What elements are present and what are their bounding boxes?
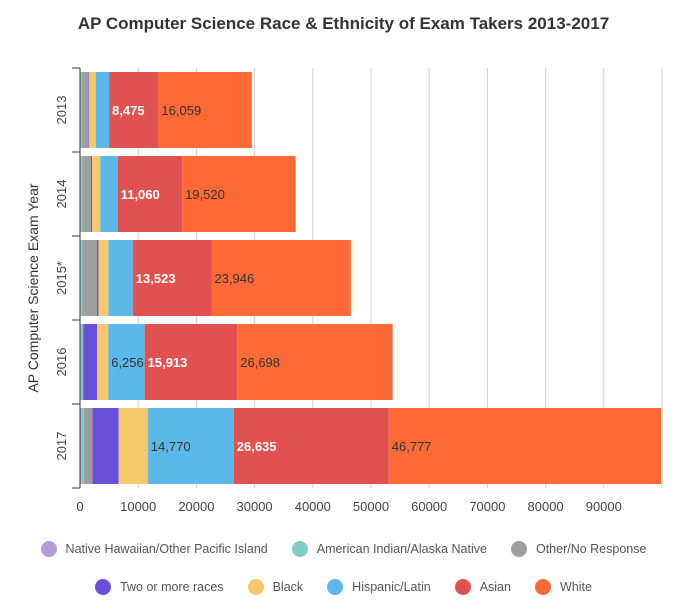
bar-american-indian-alaska-native-2017 bbox=[81, 408, 84, 484]
x-tick-label-90000: 90000 bbox=[586, 499, 622, 514]
value-labels: 8,475 16,059 11,060 19,520 13,523 23,946 6,256… bbox=[111, 103, 431, 454]
bar-american-indian-alaska-native-2014 bbox=[80, 156, 83, 232]
value-label-asian-2014: 11,060 bbox=[121, 187, 160, 202]
value-label-asian-2015: 13,523 bbox=[136, 271, 176, 286]
bar-two-or-more-races-2014 bbox=[90, 156, 93, 232]
legend-item-black: Black bbox=[247, 579, 304, 595]
chart-title: AP Computer Science Race & Ethnicity of … bbox=[77, 14, 610, 33]
y-category-label-2015: 2015* bbox=[54, 261, 69, 295]
bar-hispanic-latin-2013 bbox=[95, 72, 110, 148]
legend-label: Other/No Response bbox=[535, 542, 647, 556]
bar-other-no-response-2017 bbox=[83, 408, 93, 484]
legend-label: American Indian/Alaska Native bbox=[316, 542, 487, 556]
bar-hispanic-latin-2015 bbox=[108, 240, 133, 316]
bar-two-or-more-races-2016 bbox=[83, 324, 98, 400]
bar-black-2013 bbox=[88, 72, 96, 148]
bar-american-indian-alaska-native-2015 bbox=[80, 240, 83, 316]
value-label-white-2017: 46,777 bbox=[392, 439, 432, 454]
bar-two-or-more-races-2017 bbox=[92, 408, 119, 484]
legend-item-white: White bbox=[534, 579, 592, 595]
bar-black-2017 bbox=[118, 408, 148, 484]
bar-other-no-response-2013 bbox=[82, 72, 88, 148]
bar-white-2017 bbox=[388, 408, 662, 484]
bar-hispanic-latin-2014 bbox=[100, 156, 118, 232]
value-label-hispanic-latin-2017: 14,770 bbox=[151, 439, 191, 454]
bar-other-no-response-2014 bbox=[82, 156, 91, 232]
bar-white-2015 bbox=[211, 240, 351, 316]
legend-item-native-hawaiian-other-pacific-island: Native Hawaiian/Other Pacific Island bbox=[40, 541, 268, 557]
legend-label: White bbox=[559, 580, 592, 594]
value-label-white-2016: 26,698 bbox=[240, 355, 280, 370]
legend-item-american-indian-alaska-native: American Indian/Alaska Native bbox=[291, 541, 487, 557]
bars bbox=[80, 72, 662, 484]
bar-white-2014 bbox=[182, 156, 296, 232]
y-category-label-2017: 2017 bbox=[54, 432, 69, 461]
bar-two-or-more-races-2013 bbox=[87, 72, 89, 148]
legend-swatch bbox=[327, 579, 344, 595]
legend-item-other-no-response: Other/No Response bbox=[510, 541, 647, 557]
legend-label: Two or more races bbox=[120, 580, 224, 594]
value-label-asian-2016: 15,913 bbox=[148, 355, 188, 370]
bar-native-hawaiian-other-pacific-island-2017 bbox=[80, 408, 82, 484]
bar-black-2015 bbox=[98, 240, 109, 316]
legend-item-hispanic-latin: Hispanic/Latin bbox=[327, 579, 431, 595]
value-label-asian-2017: 26,635 bbox=[237, 439, 277, 454]
bar-asian-2013 bbox=[109, 72, 159, 148]
legend-label: Black bbox=[272, 580, 304, 594]
x-tick-label-30000: 30000 bbox=[237, 499, 273, 514]
legend-row-1: Native Hawaiian/Other Pacific Island Amer… bbox=[0, 541, 687, 557]
bar-hispanic-latin-2016 bbox=[108, 324, 145, 400]
bar-asian-2014 bbox=[117, 156, 183, 232]
value-label-white-2014: 19,520 bbox=[185, 187, 225, 202]
legend-swatch bbox=[454, 579, 471, 595]
value-label-white-2013: 16,059 bbox=[161, 103, 201, 118]
x-tick-label-50000: 50000 bbox=[353, 499, 389, 514]
legend-item-two-or-more-races: Two or more races bbox=[95, 579, 224, 595]
bar-hispanic-latin-2017 bbox=[147, 408, 234, 484]
legend-swatch bbox=[534, 579, 551, 595]
legend-item-asian: Asian bbox=[454, 579, 511, 595]
legend-swatch bbox=[510, 541, 527, 557]
bar-asian-2015 bbox=[132, 240, 212, 316]
legend-label: Native Hawaiian/Other Pacific Island bbox=[65, 542, 268, 556]
y-category-label-2014: 2014 bbox=[54, 180, 69, 209]
bar-asian-2017 bbox=[233, 408, 389, 484]
legend-swatch bbox=[40, 541, 57, 557]
legend-label: Asian bbox=[479, 580, 511, 594]
bar-other-no-response-2015 bbox=[82, 240, 97, 316]
bar-asian-2016 bbox=[144, 324, 238, 400]
x-tick-label-20000: 20000 bbox=[178, 499, 214, 514]
value-label-white-2015: 23,946 bbox=[214, 271, 254, 286]
x-tick-label-40000: 40000 bbox=[295, 499, 331, 514]
axes: 0 10000 20000 30000 40000 50000 60000 70000 8000… bbox=[25, 67, 622, 514]
y-category-label-2016: 2016 bbox=[54, 348, 69, 377]
x-tick-label-70000: 70000 bbox=[469, 499, 505, 514]
legend-label: Hispanic/Latin bbox=[352, 580, 431, 594]
bar-black-2014 bbox=[92, 156, 101, 232]
bar-american-indian-alaska-native-2016 bbox=[80, 324, 84, 400]
y-category-label-2013: 2013 bbox=[54, 96, 69, 125]
y-axis-title: AP Computer Science Exam Year bbox=[25, 183, 41, 392]
x-tick-label-0: 0 bbox=[76, 499, 83, 514]
bar-american-indian-alaska-native-2013 bbox=[80, 72, 83, 148]
legend-row-2: Two or more races Black Hispanic/Latin Asia… bbox=[0, 579, 687, 595]
legend-swatch bbox=[95, 579, 112, 595]
value-label-asian-2013: 8,475 bbox=[112, 103, 145, 118]
bar-black-2016 bbox=[97, 324, 109, 400]
value-label-hispanic-latin-2016: 6,256 bbox=[111, 355, 144, 370]
bar-white-2016 bbox=[237, 324, 393, 400]
x-tick-label-10000: 10000 bbox=[120, 499, 156, 514]
legend-swatch bbox=[247, 579, 264, 595]
x-tick-label-60000: 60000 bbox=[411, 499, 447, 514]
x-tick-label-80000: 80000 bbox=[528, 499, 564, 514]
bar-white-2013 bbox=[158, 72, 252, 148]
bar-two-or-more-races-2015 bbox=[96, 240, 99, 316]
legend-swatch bbox=[291, 541, 308, 557]
